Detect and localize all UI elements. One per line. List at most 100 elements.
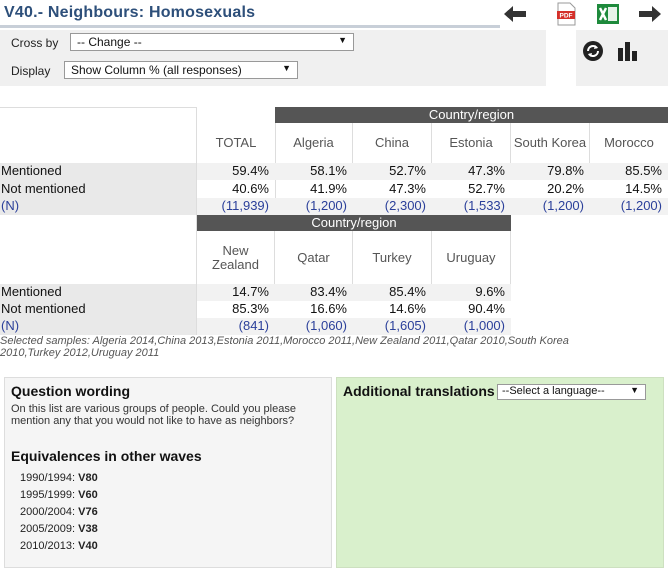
divider xyxy=(0,107,196,108)
table-cell: 58.1% xyxy=(310,163,347,178)
col-china: China xyxy=(353,123,432,163)
crossby-label: Cross by xyxy=(11,36,59,50)
display-select[interactable]: Show Column % (all responses) ▼ xyxy=(64,61,298,79)
wave-item: 2000/2004: V76 xyxy=(20,506,98,518)
row-label-mentioned: Mentioned xyxy=(1,284,62,299)
col-new-zealand-label: New Zealand xyxy=(212,242,259,272)
row-label-background xyxy=(0,284,196,335)
table-cell: 52.7% xyxy=(468,181,505,196)
table-cell: 41.9% xyxy=(310,181,347,196)
row-label-n: (N) xyxy=(1,198,20,213)
wave-var[interactable]: V40 xyxy=(78,540,98,552)
col-new-zealand: New Zealand xyxy=(197,231,275,284)
table-cell: (2,300) xyxy=(384,198,426,213)
table-cell: (1,200) xyxy=(620,198,662,213)
row-label-n: (N) xyxy=(1,318,20,333)
table-cell: 85.3% xyxy=(232,301,269,316)
language-select-value: --Select a language-- xyxy=(502,385,605,397)
table-cell: 40.6% xyxy=(232,181,269,196)
table1-band-header: Country/region xyxy=(275,107,668,123)
refresh-icon[interactable] xyxy=(582,40,604,62)
table-cell: (1,200) xyxy=(305,198,347,213)
table-cell: 90.4% xyxy=(468,301,505,316)
row-label-background xyxy=(0,163,196,215)
col-total: TOTAL xyxy=(215,135,257,150)
row-label-mentioned: Mentioned xyxy=(1,163,62,178)
wave-var[interactable]: V38 xyxy=(78,523,98,535)
wave-var[interactable]: V80 xyxy=(78,472,98,484)
col-estonia: Estonia xyxy=(432,123,511,163)
wave-period: 2005/2009: xyxy=(20,523,76,535)
selected-samples-note: Selected samples: Algeria 2014,China 201… xyxy=(0,335,640,359)
table-cell: 59.4% xyxy=(232,163,269,178)
table-cell: 14.6% xyxy=(389,301,426,316)
table-cell: 47.3% xyxy=(389,181,426,196)
table-cell: 85.5% xyxy=(625,163,662,178)
wave-period: 2010/2013: xyxy=(20,540,76,552)
table-cell: (1,060) xyxy=(305,318,347,333)
table-cell: 83.4% xyxy=(310,284,347,299)
bar-chart-icon[interactable] xyxy=(616,40,640,62)
row-label-not-mentioned: Not mentioned xyxy=(1,301,86,316)
forward-arrow-icon[interactable] xyxy=(637,2,663,26)
wave-item: 2005/2009: V38 xyxy=(20,523,98,535)
wave-period: 2000/2004: xyxy=(20,506,76,518)
question-panel: Question wording On this list are variou… xyxy=(4,377,332,568)
table-cell: 14.5% xyxy=(625,181,662,196)
col-south-korea: South Korea xyxy=(511,123,590,163)
crossby-select-value: -- Change -- xyxy=(77,35,142,49)
question-text: On this list are various groups of peopl… xyxy=(11,403,296,427)
table-cell: 14.7% xyxy=(232,284,269,299)
pdf-icon[interactable]: PDF xyxy=(553,2,579,26)
chevron-down-icon: ▼ xyxy=(338,35,347,45)
chevron-down-icon: ▼ xyxy=(282,63,291,73)
translations-panel: Additional translations --Select a langu… xyxy=(336,377,664,568)
table-cell: 20.2% xyxy=(547,181,584,196)
back-arrow-icon[interactable] xyxy=(502,2,528,26)
row-background xyxy=(197,198,668,215)
wave-period: 1990/1994: xyxy=(20,472,76,484)
col-qatar: Qatar xyxy=(275,231,353,284)
wave-item: 1990/1994: V80 xyxy=(20,472,98,484)
wave-item: 1995/1999: V60 xyxy=(20,489,98,501)
row-label-not-mentioned: Not mentioned xyxy=(1,181,86,196)
display-label: Display xyxy=(11,64,51,78)
equivalences-heading: Equivalences in other waves xyxy=(11,448,202,464)
samples-line: Selected samples: Algeria 2014,China 201… xyxy=(0,335,569,347)
view-tools-panel xyxy=(576,30,668,86)
wave-period: 1995/1999: xyxy=(20,489,76,501)
display-select-value: Show Column % (all responses) xyxy=(71,63,242,77)
translations-heading: Additional translations xyxy=(343,383,495,399)
table-cell: 85.4% xyxy=(389,284,426,299)
wave-var[interactable]: V60 xyxy=(78,489,98,501)
table-cell: (841) xyxy=(238,318,269,333)
crossby-select[interactable]: -- Change -- ▼ xyxy=(70,33,354,51)
table-cell: (1,000) xyxy=(463,318,505,333)
table2-band-header: Country/region xyxy=(197,215,511,231)
divider xyxy=(196,215,197,335)
language-select[interactable]: --Select a language-- ▼ xyxy=(497,384,646,400)
col-morocco: Morocco xyxy=(604,135,654,150)
divider xyxy=(196,107,197,215)
table-cell: (11,939) xyxy=(221,198,269,213)
col-algeria: Algeria xyxy=(275,123,353,163)
row-background xyxy=(197,163,668,180)
samples-line: 2010,Turkey 2012,Uruguay 2011 xyxy=(0,347,160,359)
excel-icon[interactable] xyxy=(595,2,621,26)
chevron-down-icon: ▼ xyxy=(630,385,639,395)
wave-item: 2010/2013: V40 xyxy=(20,540,98,552)
row-background xyxy=(197,318,511,335)
table-cell: (1,200) xyxy=(542,198,584,213)
col-turkey: Turkey xyxy=(353,231,432,284)
table-cell: 9.6% xyxy=(475,284,505,299)
controls-panel: Cross by -- Change -- ▼ Display Show Col… xyxy=(0,30,546,86)
page-title: V40.- Neighbours: Homosexuals xyxy=(4,4,256,21)
table-cell: 52.7% xyxy=(389,163,426,178)
question-heading: Question wording xyxy=(11,383,130,399)
col-uruguay: Uruguay xyxy=(432,231,511,284)
row-background xyxy=(197,284,511,301)
table-cell: 16.6% xyxy=(310,301,347,316)
wave-var[interactable]: V76 xyxy=(78,506,98,518)
pdf-icon-label: PDF xyxy=(560,13,573,20)
table-cell: 47.3% xyxy=(468,163,505,178)
